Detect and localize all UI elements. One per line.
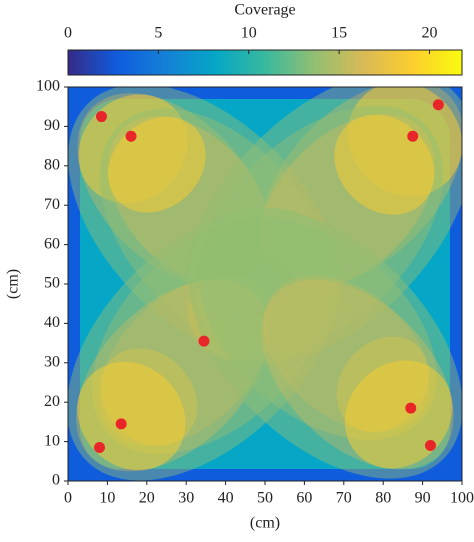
x-tick-label: 100 xyxy=(450,490,474,507)
y-tick-label: 90 xyxy=(44,117,60,134)
x-tick-label: 0 xyxy=(64,490,72,507)
y-tick-label: 80 xyxy=(44,156,60,173)
colorbar xyxy=(67,49,463,76)
x-tick-label: 70 xyxy=(336,490,352,507)
x-tick-label: 10 xyxy=(99,490,115,507)
coverage-lobe xyxy=(77,361,186,471)
sensor-point xyxy=(94,442,106,454)
x-tick-label: 20 xyxy=(139,490,155,507)
sensor-point xyxy=(432,99,444,111)
colorbar-title: Coverage xyxy=(234,2,295,19)
y-tick-label: 30 xyxy=(44,353,60,370)
y-tick-label: 40 xyxy=(44,314,60,331)
y-tick-label: 60 xyxy=(44,235,60,252)
y-tick-label: 0 xyxy=(52,472,60,489)
coverage-map xyxy=(68,87,462,481)
x-tick-label: 30 xyxy=(178,490,194,507)
sensor-point xyxy=(407,130,419,142)
y-tick-label: 100 xyxy=(36,78,60,95)
coverage-lobe xyxy=(187,300,245,360)
x-axis-label: (cm) xyxy=(250,515,280,532)
x-tick-label: 40 xyxy=(218,490,234,507)
coverage-lobe xyxy=(344,360,453,469)
x-tick-label: 80 xyxy=(375,490,391,507)
sensor-point xyxy=(125,130,137,142)
colorbar-tick-label: 20 xyxy=(421,25,437,42)
x-tick-label: 50 xyxy=(257,490,273,507)
y-tick-label: 20 xyxy=(44,393,60,410)
sensor-point xyxy=(198,335,210,347)
sensor-point xyxy=(424,440,436,452)
sensor-point xyxy=(405,402,417,414)
x-tick-label: 60 xyxy=(296,490,312,507)
sensor-point xyxy=(115,418,127,430)
y-tick-label: 50 xyxy=(44,275,60,292)
y-axis-label: (cm) xyxy=(5,269,22,299)
sensor-point xyxy=(95,111,107,123)
y-tick-label: 70 xyxy=(44,196,60,213)
colorbar-tick-label: 5 xyxy=(154,25,162,42)
colorbar-tick-label: 15 xyxy=(331,25,347,42)
y-tick-label: 10 xyxy=(44,432,60,449)
colorbar-tick-label: 10 xyxy=(241,25,257,42)
colorbar-tick-label: 0 xyxy=(64,25,72,42)
x-tick-label: 90 xyxy=(415,490,431,507)
